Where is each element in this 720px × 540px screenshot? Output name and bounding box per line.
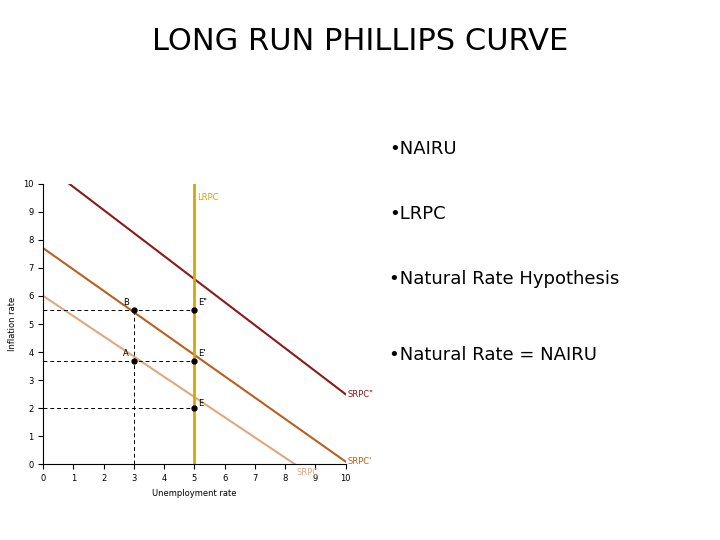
Text: •Natural Rate Hypothesis: •Natural Rate Hypothesis — [389, 270, 619, 288]
Text: SRPC": SRPC" — [347, 390, 373, 399]
Text: E": E" — [198, 298, 207, 307]
Text: E': E' — [198, 349, 205, 357]
Y-axis label: Inflation rate: Inflation rate — [9, 297, 17, 351]
Text: LRPC: LRPC — [197, 193, 219, 202]
X-axis label: Unemployment rate: Unemployment rate — [152, 489, 237, 498]
Text: SRPC: SRPC — [296, 468, 318, 477]
Text: E: E — [198, 399, 203, 408]
Text: LONG RUN PHILLIPS CURVE: LONG RUN PHILLIPS CURVE — [152, 27, 568, 56]
Text: •NAIRU: •NAIRU — [389, 140, 456, 158]
Text: B: B — [123, 298, 129, 307]
Text: A: A — [123, 349, 129, 357]
Text: •LRPC: •LRPC — [389, 205, 446, 223]
Text: SRPC': SRPC' — [347, 457, 372, 466]
Text: •Natural Rate = NAIRU: •Natural Rate = NAIRU — [389, 346, 597, 363]
